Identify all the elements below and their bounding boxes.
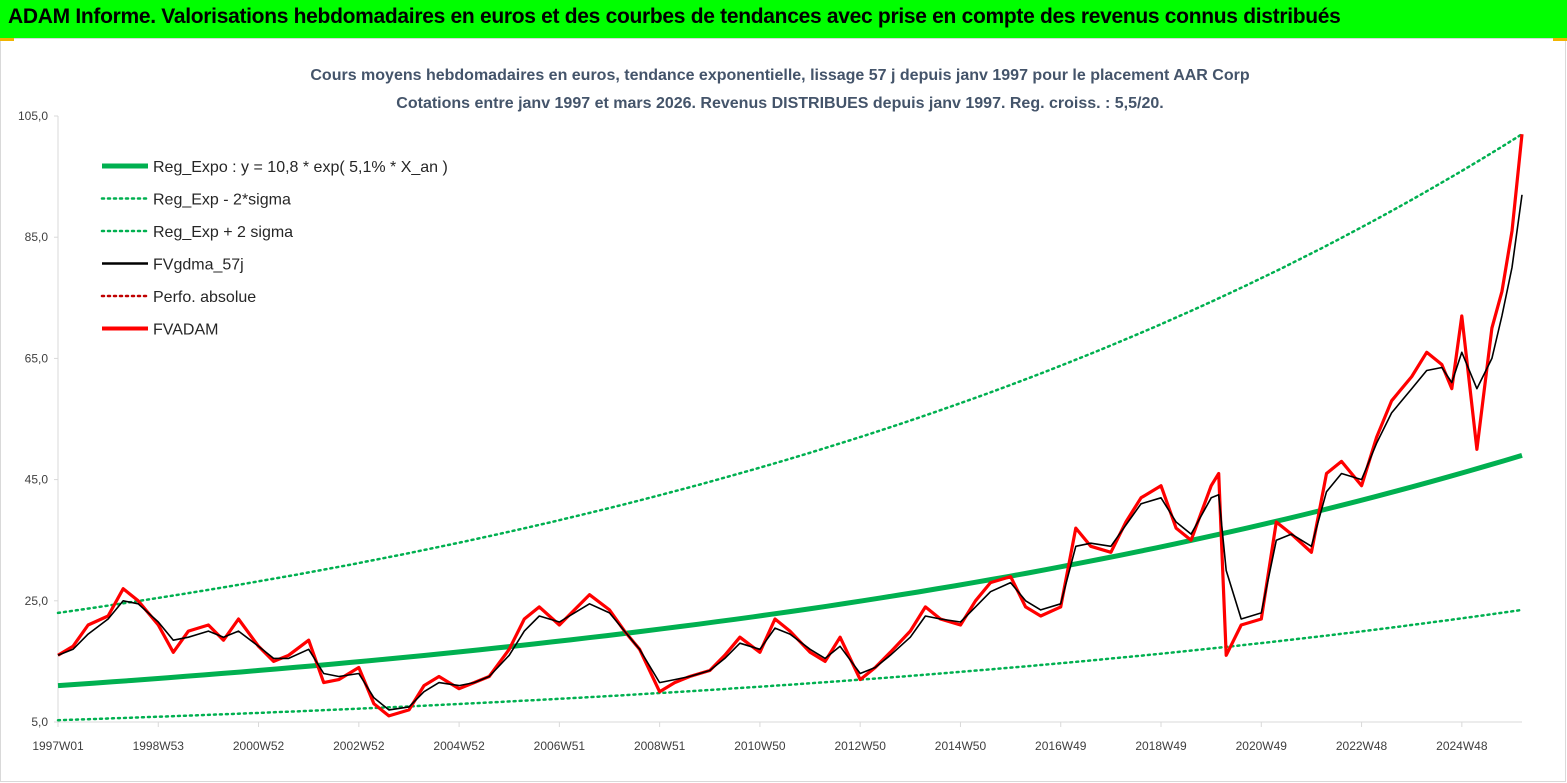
series-layer <box>56 132 1524 722</box>
x-tick-label: 2002W52 <box>333 739 385 753</box>
y-tick-label: 85,0 <box>25 230 49 244</box>
y-tick-label: 45,0 <box>25 473 49 487</box>
chart-frame <box>0 38 1566 782</box>
y-tick-label: 25,0 <box>25 594 49 608</box>
x-tick-label: 2024W48 <box>1436 739 1488 753</box>
y-tick-label: 105,0 <box>18 109 48 123</box>
legend-label: Perfo. absolue <box>153 289 256 306</box>
x-tick-label: 2012W50 <box>835 739 887 753</box>
x-tick-label: 2004W52 <box>433 739 485 753</box>
x-tick-label: 2010W50 <box>734 739 786 753</box>
x-tick-label: 2016W49 <box>1035 739 1087 753</box>
x-tick-label: 2014W50 <box>935 739 987 753</box>
x-tick-label: 2022W48 <box>1336 739 1388 753</box>
x-tick-label: 2000W52 <box>233 739 285 753</box>
frame-corner-left <box>0 38 14 41</box>
y-tick-label: 65,0 <box>25 351 49 365</box>
series-reg-exp-minus-2sigma <box>56 608 1524 722</box>
series-reg-exp-plus-2sigma <box>56 132 1524 615</box>
legend: Reg_Expo : y = 10,8 * exp( 5,1% * X_an )… <box>100 159 448 339</box>
legend-label: FVADAM <box>153 322 218 339</box>
chart-subtitle: Cotations entre janv 1997 et mars 2026. … <box>396 95 1163 112</box>
legend-label: FVgdma_57j <box>153 257 244 274</box>
chart-title: Cours moyens hebdomadaires en euros, ten… <box>310 67 1249 84</box>
x-tick-label: 2008W51 <box>634 739 686 753</box>
x-tick-label: 1998W53 <box>133 739 185 753</box>
legend-label: Reg_Exp + 2 sigma <box>153 224 293 241</box>
title-banner: ADAM Informe. Valorisations hebdomadaire… <box>0 0 1567 38</box>
series-fvgdma-57j <box>57 194 1523 711</box>
x-tick-label: 1997W01 <box>32 739 84 753</box>
x-tick-label: 2006W51 <box>534 739 586 753</box>
legend-label: Reg_Expo : y = 10,8 * exp( 5,1% * X_an ) <box>153 159 448 176</box>
page-title: ADAM Informe. Valorisations hebdomadaire… <box>8 5 1341 28</box>
legend-label: Reg_Exp - 2*sigma <box>153 192 291 209</box>
x-tick-label: 2018W49 <box>1135 739 1187 753</box>
frame-corner-right <box>1553 38 1567 41</box>
series-reg-expo <box>57 453 1523 689</box>
series-fvadam <box>57 134 1524 718</box>
axes-layer: 5,0 25,0 45,0 65,0 85,0 105,0 1997W01 1998W53 20… <box>18 109 1522 753</box>
y-tick-label: 5,0 <box>31 715 48 729</box>
x-tick-label: 2020W49 <box>1236 739 1288 753</box>
